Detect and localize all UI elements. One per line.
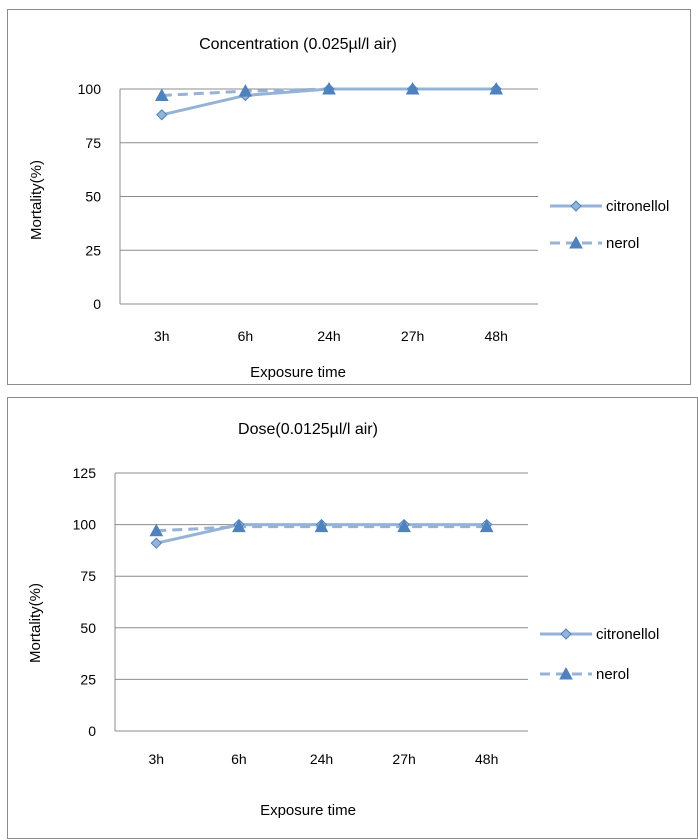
- y-tick-label: 50: [80, 620, 96, 636]
- x-tick-label: 27h: [392, 751, 415, 767]
- chart-concentration-svg: Concentration (0.025µl/l air) Exposure t…: [28, 36, 669, 381]
- legend-label-nerol: nerol: [606, 235, 639, 252]
- x-tick-label: 24h: [310, 751, 333, 767]
- y-tick-label: 75: [80, 568, 96, 584]
- x-tick-label: 27h: [401, 328, 424, 344]
- y-tick-label: 75: [85, 135, 101, 151]
- data-point-citronellol-3h: [156, 109, 168, 121]
- y-tick-label: 100: [78, 81, 102, 97]
- data-point-nerol-24h: [314, 519, 329, 533]
- data-point-nerol-6h: [232, 519, 246, 533]
- legend-marker-nerol: [569, 235, 583, 249]
- chart-dose-svg: Dose(0.0125µl/l air) Exposure time Morta…: [27, 421, 659, 819]
- data-point-nerol-48h: [489, 81, 504, 95]
- y-tick-label: 25: [85, 242, 101, 258]
- y-tick-label: 25: [80, 671, 96, 687]
- chart-panel-concentration: Concentration (0.025µl/l air) Exposure t…: [7, 9, 691, 385]
- data-point-citronellol-3h: [150, 537, 163, 549]
- x-tick-label: 48h: [485, 328, 508, 344]
- y-tick-label: 0: [88, 723, 96, 739]
- x-tick-label: 3h: [149, 751, 165, 767]
- data-point-nerol-3h: [149, 523, 164, 537]
- legend-marker-nerol: [559, 666, 573, 680]
- y-axis-label: Mortality(%): [27, 583, 44, 663]
- y-tick-label: 125: [73, 465, 97, 481]
- x-tick-label: 6h: [231, 751, 247, 767]
- y-tick-label: 100: [73, 517, 97, 533]
- legend-label-nerol: nerol: [596, 666, 629, 683]
- x-tick-label: 3h: [154, 328, 170, 344]
- x-axis-label: Exposure time: [260, 802, 356, 819]
- legend-marker-citronellol: [560, 628, 572, 640]
- legend-marker-citronellol: [570, 200, 582, 212]
- chart-title: Concentration (0.025µl/l air): [199, 36, 397, 53]
- x-tick-label: 48h: [475, 751, 498, 767]
- data-point-nerol-3h: [154, 88, 169, 101]
- data-point-nerol-27h: [405, 81, 420, 95]
- data-point-nerol-6h: [238, 84, 253, 97]
- data-point-nerol-24h: [322, 81, 336, 95]
- x-tick-label: 6h: [238, 328, 254, 344]
- y-axis-label: Mortality(%): [28, 160, 45, 240]
- legend-label-citronellol: citronellol: [596, 626, 659, 643]
- x-axis-label: Exposure time: [250, 364, 346, 381]
- x-tick-label: 24h: [317, 328, 340, 344]
- chart-panel-dose: Dose(0.0125µl/l air) Exposure time Morta…: [7, 397, 698, 839]
- y-tick-label: 50: [85, 189, 101, 205]
- chart-title: Dose(0.0125µl/l air): [238, 421, 378, 438]
- data-point-nerol-27h: [397, 519, 411, 533]
- data-point-nerol-48h: [479, 519, 494, 533]
- y-tick-label: 0: [93, 296, 101, 312]
- legend-label-citronellol: citronellol: [606, 198, 669, 215]
